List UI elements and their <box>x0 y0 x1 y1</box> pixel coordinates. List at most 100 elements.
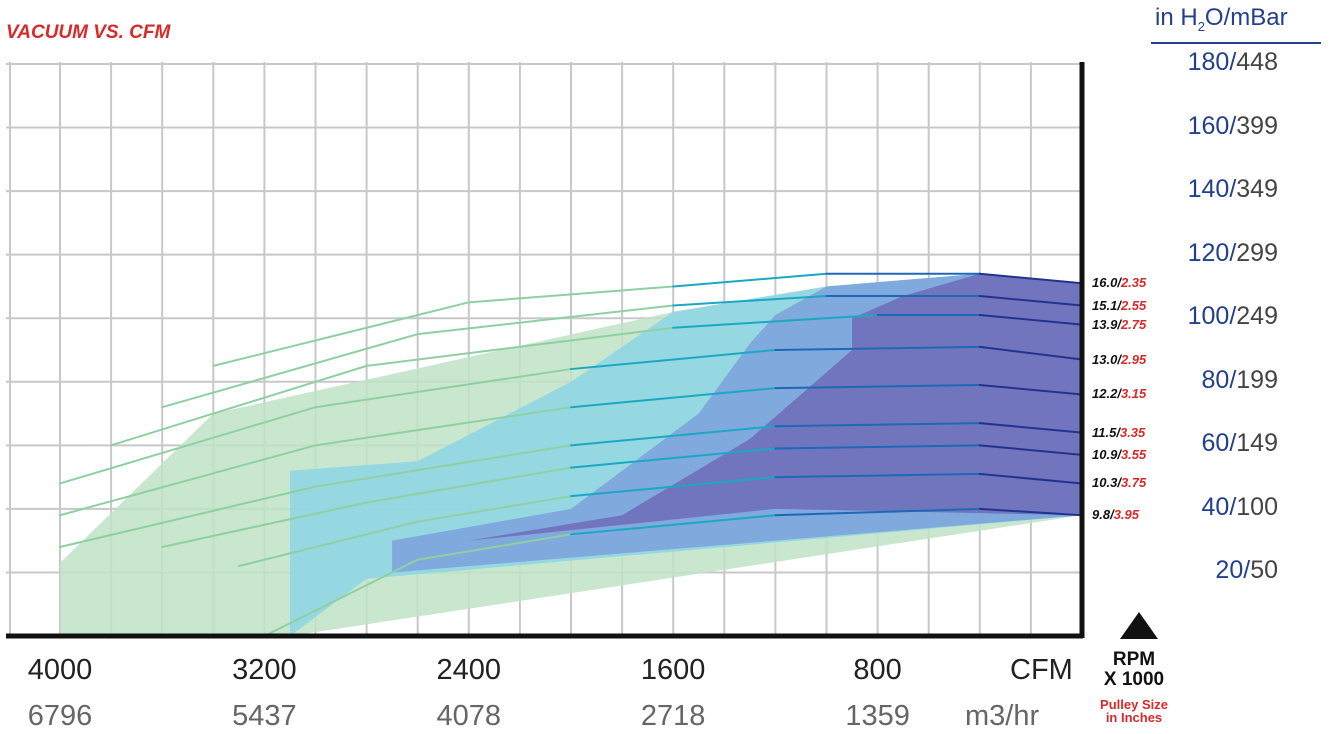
y-tick-mbar: 349 <box>1236 175 1278 204</box>
curve-segment-rpm-15.1 <box>978 294 1083 307</box>
x-tick-cfm: 800 <box>853 654 902 686</box>
x-tick-m3: 2718 <box>640 700 706 732</box>
y-tick-h2o: 60 <box>1201 429 1230 458</box>
y-tick-label: 140/349 <box>1188 175 1278 204</box>
curve-segment-rpm-11.5 <box>570 425 777 447</box>
y-tick-label: 180/448 <box>1188 48 1278 77</box>
y-tick-label: 20/50 <box>1215 556 1278 585</box>
series-pulley-value: 3.55 <box>1120 446 1147 462</box>
curve-segment-rpm-9.8 <box>570 514 777 536</box>
series-pulley-value: 2.35 <box>1120 275 1147 291</box>
y-tick-h2o: 40 <box>1201 492 1230 521</box>
y-tick-h2o: 80 <box>1201 365 1230 394</box>
y-tick-h2o: 20 <box>1215 556 1244 585</box>
y-tick-h2o: 140 <box>1187 175 1230 204</box>
series-pulley-value: 3.75 <box>1120 475 1147 491</box>
series-pulley-value: 3.15 <box>1120 386 1147 402</box>
curve-segment-rpm-15.1 <box>161 333 419 409</box>
curve-segment-rpm-10.9 <box>365 466 572 504</box>
curve-segment-rpm-10.3 <box>978 472 1083 485</box>
series-rpm-value: 13.9 <box>1092 316 1118 332</box>
curve-segment-rpm-12.2 <box>59 444 317 517</box>
curve-segment-rpm-10.9 <box>570 447 777 469</box>
series-label-rpm-13.0: 13.0/2.95 <box>1092 352 1146 367</box>
curve-segment-rpm-13.0 <box>978 345 1083 361</box>
pulley-label: Pulley Size in Inches <box>1094 698 1174 724</box>
curve-segment-rpm-11.5 <box>314 444 572 488</box>
cfm-axis-label: CFM <box>1010 654 1073 686</box>
curve-segment-rpm-13.0 <box>314 368 572 409</box>
curve-segment-rpm-12.2 <box>314 406 572 447</box>
curve-segment-rpm-16.0 <box>212 301 470 367</box>
curve-segment-rpm-10.9 <box>774 444 981 450</box>
y-tick-separator: / <box>1229 492 1237 521</box>
rpm-label-line2: X 1000 <box>1103 669 1165 690</box>
curve-segment-rpm-11.5 <box>774 422 981 428</box>
y-tick-mbar: 299 <box>1236 238 1278 267</box>
curve-segment-rpm-10.3 <box>237 520 419 568</box>
x-tick-cfm: 2400 <box>436 654 502 686</box>
y-unit-header: in H2O/mBar <box>1155 4 1288 34</box>
curve-segment-rpm-11.5 <box>59 485 317 549</box>
series-separator: / <box>1116 424 1120 440</box>
y-tick-mbar: 149 <box>1236 429 1278 458</box>
rpm-label: RPM X 1000 <box>1094 650 1174 690</box>
series-separator: / <box>1117 475 1121 491</box>
x-tick-m3: 6796 <box>27 700 93 732</box>
curve-segment-rpm-13.9 <box>365 326 675 367</box>
curve-segment-rpm-13.9 <box>672 314 879 329</box>
y-tick-label: 100/249 <box>1188 302 1278 331</box>
x-tick-m3: 4078 <box>436 700 502 732</box>
y-tick-mbar: 100 <box>1236 492 1278 521</box>
curve-segment-rpm-10.3 <box>570 476 777 498</box>
up-arrow-icon <box>1120 612 1158 639</box>
series-rpm-value: 9.8 <box>1092 507 1111 523</box>
series-label-rpm-9.8: 9.8/3.95 <box>1092 507 1139 522</box>
series-rpm-value: 15.1 <box>1092 297 1118 313</box>
y-tick-separator: / <box>1229 302 1237 331</box>
y-tick-mbar: 50 <box>1250 556 1278 585</box>
series-label-rpm-16.0: 16.0/2.35 <box>1092 275 1146 290</box>
y-unit-subscript: 2 <box>1197 18 1205 34</box>
curve-segment-rpm-10.9 <box>978 444 1083 456</box>
pulley-label-line1: Pulley Size <box>1100 697 1168 712</box>
rpm-label-line1: RPM <box>1112 649 1156 670</box>
series-label-rpm-12.2: 12.2/3.15 <box>1092 386 1146 401</box>
y-unit-prefix: in H <box>1155 4 1198 31</box>
y-tick-mbar: 399 <box>1236 111 1278 140</box>
m3-axis-label: m3/hr <box>965 700 1040 732</box>
curve-segment-rpm-10.3 <box>416 495 572 523</box>
series-separator: / <box>1117 446 1121 462</box>
curve-segment-rpm-9.8 <box>978 507 1083 517</box>
series-separator: / <box>1117 386 1121 402</box>
y-tick-separator: / <box>1229 111 1237 140</box>
curve-segment-rpm-9.8 <box>416 533 572 561</box>
y-tick-mbar: 249 <box>1236 302 1278 331</box>
curve-segment-rpm-12.2 <box>774 383 981 390</box>
curve-segment-rpm-15.1 <box>416 304 675 336</box>
y-tick-label: 80/199 <box>1202 366 1278 395</box>
series-separator: / <box>1110 507 1114 523</box>
x-tick-cfm: 1600 <box>640 654 706 686</box>
chart-title: VACUUM VS. CFM <box>6 22 171 43</box>
curve-segment-rpm-10.3 <box>774 472 981 479</box>
series-label-rpm-13.9: 13.9/2.75 <box>1092 317 1146 332</box>
curve-segment-rpm-13.9 <box>978 314 1083 326</box>
series-pulley-value: 2.95 <box>1120 351 1147 367</box>
curve-segment-rpm-16.0 <box>672 272 828 288</box>
y-unit-suffix: O/mBar <box>1204 4 1288 31</box>
series-rpm-value: 16.0 <box>1092 275 1118 291</box>
y-unit-underline <box>1151 42 1321 44</box>
y-tick-label: 160/399 <box>1188 112 1278 141</box>
curve-segment-rpm-9.8 <box>774 507 981 517</box>
curve-segment-rpm-16.0 <box>978 272 1083 285</box>
x-tick-m3: 1359 <box>845 700 910 732</box>
curve-segment-rpm-13.0 <box>570 349 777 371</box>
series-label-rpm-10.9: 10.9/3.55 <box>1092 447 1146 462</box>
series-rpm-value: 13.0 <box>1092 351 1118 367</box>
curve-segment-rpm-15.1 <box>672 294 828 307</box>
curve-segment-rpm-9.8 <box>263 558 419 637</box>
y-tick-separator: / <box>1229 238 1237 267</box>
series-pulley-value: 3.95 <box>1113 507 1140 523</box>
